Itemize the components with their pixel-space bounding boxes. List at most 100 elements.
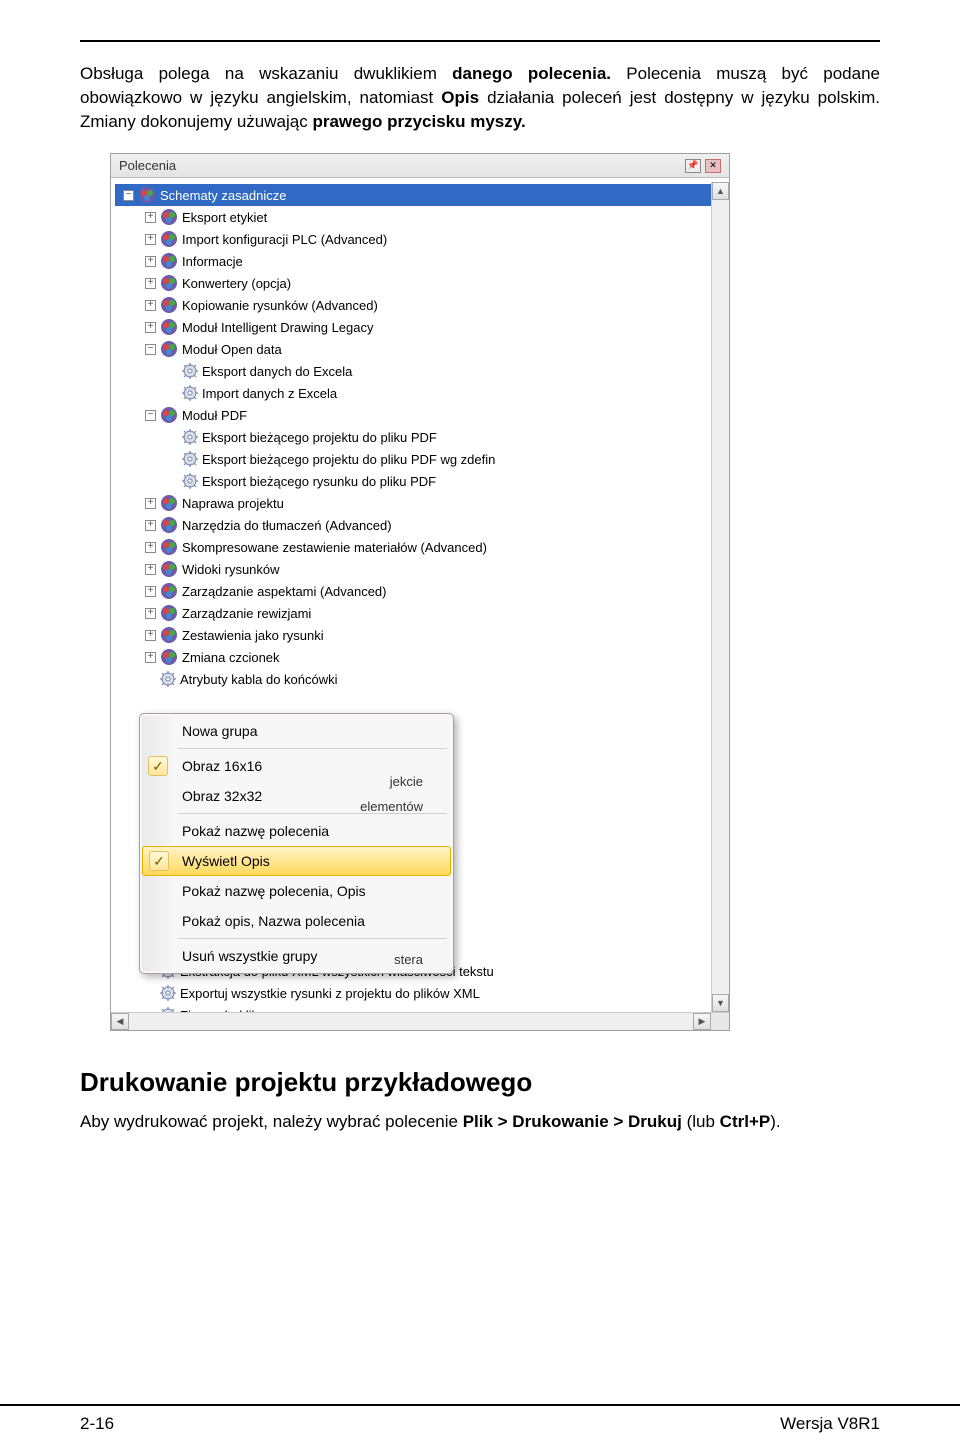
context-menu-label: Obraz 32x32 bbox=[182, 788, 262, 804]
module-icon bbox=[160, 318, 178, 336]
vertical-scrollbar[interactable]: ▲ ▼ bbox=[711, 182, 729, 1012]
module-icon bbox=[160, 516, 178, 534]
expand-icon[interactable]: + bbox=[145, 256, 156, 267]
context-menu-item[interactable]: Usuń wszystkie grupy bbox=[142, 941, 451, 971]
expand-icon[interactable]: + bbox=[145, 322, 156, 333]
expand-icon[interactable]: + bbox=[145, 564, 156, 575]
module-icon bbox=[160, 560, 178, 578]
tree-row[interactable]: +Narzędzia do tłumaczeń (Advanced) bbox=[115, 514, 725, 536]
context-menu-item[interactable]: Pokaż nazwę polecenia, Opis bbox=[142, 876, 451, 906]
expand-icon[interactable]: + bbox=[145, 586, 156, 597]
command-gear-icon bbox=[160, 985, 176, 1001]
tree-item-label: Naprawa projektu bbox=[182, 496, 284, 511]
tree-item-label: Eksport danych do Excela bbox=[202, 364, 352, 379]
tree-item-label: Kopiowanie rysunków (Advanced) bbox=[182, 298, 378, 313]
scroll-left-arrow[interactable]: ◀ bbox=[111, 1013, 129, 1030]
expand-icon[interactable]: + bbox=[145, 630, 156, 641]
page-footer: 2-16 Wersja V8R1 bbox=[0, 1404, 960, 1434]
tree-row[interactable]: − Moduł PDF bbox=[115, 404, 725, 426]
module-icon bbox=[160, 230, 178, 248]
expand-icon[interactable]: + bbox=[145, 542, 156, 553]
tree-item-label: Eksport bieżącego projektu do pliku PDF … bbox=[202, 452, 495, 467]
collapse-icon[interactable]: − bbox=[123, 190, 134, 201]
context-menu-item[interactable]: Obraz 32x32 bbox=[142, 781, 451, 811]
horizontal-scrollbar[interactable]: ◀ ▶ bbox=[111, 1012, 729, 1030]
command-gear-icon bbox=[182, 473, 198, 489]
pin-button[interactable]: 📌 bbox=[685, 159, 701, 173]
module-icon bbox=[160, 208, 178, 226]
expand-icon[interactable]: + bbox=[145, 278, 156, 289]
tree-item-label: Eksport bieżącego rysunku do pliku PDF bbox=[202, 474, 436, 489]
tree-row[interactable]: Exportuj wszystkie rysunki z projektu do… bbox=[115, 982, 725, 1004]
tree-row[interactable]: +Skompresowane zestawienie materiałów (A… bbox=[115, 536, 725, 558]
tree-row[interactable]: +Konwertery (opcja) bbox=[115, 272, 725, 294]
module-icon bbox=[138, 186, 156, 204]
scroll-down-arrow[interactable]: ▼ bbox=[712, 994, 729, 1012]
module-icon bbox=[160, 274, 178, 292]
panel-title: Polecenia bbox=[119, 158, 176, 173]
tree-item-label: Zarządzanie aspektami (Advanced) bbox=[182, 584, 387, 599]
intro-paragraph: Obsługa polega na wskazaniu dwuklikiem d… bbox=[80, 62, 880, 133]
scroll-right-arrow[interactable]: ▶ bbox=[693, 1013, 711, 1030]
context-menu-item[interactable]: ✓Wyświetl Opis bbox=[142, 846, 451, 876]
check-icon: ✓ bbox=[148, 756, 168, 776]
close-button[interactable]: ✕ bbox=[705, 159, 721, 173]
context-menu-item[interactable]: Pokaż opis, Nazwa polecenia bbox=[142, 906, 451, 936]
context-menu-item[interactable]: ✓ Obraz 16x16 bbox=[142, 751, 451, 781]
expand-icon[interactable]: + bbox=[145, 498, 156, 509]
tree-item-label: Import danych z Excela bbox=[202, 386, 337, 401]
expander-placeholder bbox=[167, 432, 178, 443]
tree-item-label: Moduł PDF bbox=[182, 408, 247, 423]
tree-row[interactable]: + Informacje bbox=[115, 250, 725, 272]
module-icon bbox=[160, 340, 178, 358]
module-icon bbox=[160, 252, 178, 270]
tree-row[interactable]: Eksport bieżącego rysunku do pliku PDF bbox=[115, 470, 725, 492]
tree-row[interactable]: +Widoki rysunków bbox=[115, 558, 725, 580]
tree-item-label: Eksport etykiet bbox=[182, 210, 267, 225]
context-menu-item[interactable]: Nowa grupa bbox=[142, 716, 451, 746]
tree-row[interactable]: +Zestawienia jako rysunki bbox=[115, 624, 725, 646]
tree-row[interactable]: Eksport danych do Excela bbox=[115, 360, 725, 382]
module-icon bbox=[160, 604, 178, 622]
tree-item-label: Zarządzanie rewizjami bbox=[182, 606, 311, 621]
module-icon bbox=[160, 582, 178, 600]
tree-item-label: Informacje bbox=[182, 254, 243, 269]
expand-icon[interactable]: + bbox=[145, 652, 156, 663]
collapse-icon[interactable]: − bbox=[145, 344, 156, 355]
expand-icon[interactable]: + bbox=[145, 520, 156, 531]
tree-item-label: Atrybuty kabla do końcówki bbox=[180, 672, 338, 687]
commands-tree[interactable]: −Schematy zasadnicze+Eksport etykiet+Imp… bbox=[111, 178, 729, 1030]
collapse-icon[interactable]: − bbox=[145, 410, 156, 421]
tree-row[interactable]: +Import konfiguracji PLC (Advanced) bbox=[115, 228, 725, 250]
tree-row[interactable]: Eksport bieżącego projektu do pliku PDF … bbox=[115, 448, 725, 470]
tree-row[interactable]: +Zmiana czcionek bbox=[115, 646, 725, 668]
context-menu-item[interactable]: Pokaż nazwę polecenia bbox=[142, 816, 451, 846]
tree-row[interactable]: + Moduł Intelligent Drawing Legacy bbox=[115, 316, 725, 338]
expand-icon[interactable]: + bbox=[145, 608, 156, 619]
close-icon: ✕ bbox=[709, 160, 717, 171]
tree-row[interactable]: + Naprawa projektu bbox=[115, 492, 725, 514]
tree-row[interactable]: + Zarządzanie aspektami (Advanced) bbox=[115, 580, 725, 602]
tree-row[interactable]: Eksport bieżącego projektu do pliku PDF bbox=[115, 426, 725, 448]
tree-row[interactable]: Import danych z Excela bbox=[115, 382, 725, 404]
expander-placeholder bbox=[167, 366, 178, 377]
tree-row[interactable]: Atrybuty kabla do końcówki bbox=[115, 668, 725, 690]
command-gear-icon bbox=[182, 451, 198, 467]
tree-row[interactable]: + Zarządzanie rewizjami bbox=[115, 602, 725, 624]
expand-icon[interactable]: + bbox=[145, 212, 156, 223]
context-menu-label: Obraz 16x16 bbox=[182, 758, 262, 774]
tree-row[interactable]: + Eksport etykiet bbox=[115, 206, 725, 228]
expand-icon[interactable]: + bbox=[145, 234, 156, 245]
tree-row[interactable]: −Moduł Open data bbox=[115, 338, 725, 360]
scroll-up-arrow[interactable]: ▲ bbox=[712, 182, 729, 200]
module-icon bbox=[160, 494, 178, 512]
expand-icon[interactable]: + bbox=[145, 300, 156, 311]
tree-row[interactable]: −Schematy zasadnicze bbox=[115, 184, 725, 206]
command-gear-icon bbox=[182, 429, 198, 445]
context-menu-label: Pokaż nazwę polecenia, Opis bbox=[182, 883, 366, 899]
tree-item-label: Eksport bieżącego projektu do pliku PDF bbox=[202, 430, 437, 445]
tree-item-label: Moduł Intelligent Drawing Legacy bbox=[182, 320, 374, 335]
tree-row[interactable]: + Kopiowanie rysunków (Advanced) bbox=[115, 294, 725, 316]
version-label: Wersja V8R1 bbox=[780, 1414, 880, 1434]
module-icon bbox=[160, 406, 178, 424]
